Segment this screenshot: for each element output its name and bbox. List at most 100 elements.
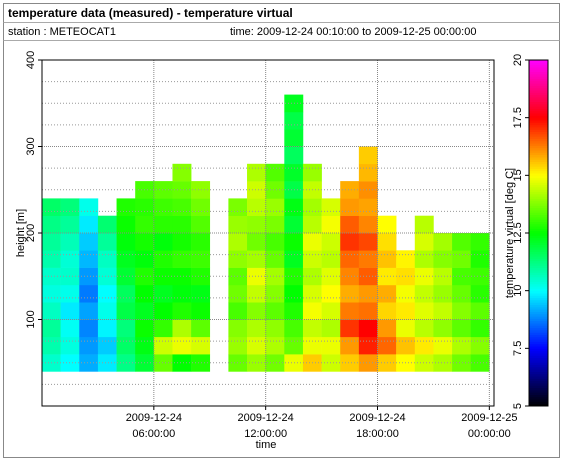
colorbar-segment xyxy=(529,244,548,248)
colorbar-segment xyxy=(529,60,548,63)
colorbar-segment xyxy=(529,369,548,372)
colorbar-segment xyxy=(529,258,548,262)
heat-cell xyxy=(414,302,434,320)
heat-cell xyxy=(172,198,192,216)
heat-cell xyxy=(135,319,155,338)
heat-cell xyxy=(265,250,285,268)
y-axis-label: height [m] xyxy=(15,209,27,257)
colorbar-segment xyxy=(529,80,548,84)
colorbar-segment xyxy=(529,297,548,301)
heat-cell xyxy=(470,336,490,355)
heat-cell xyxy=(302,284,322,303)
heat-cell xyxy=(414,233,434,251)
heat-cell xyxy=(284,146,304,165)
colorbar-segment xyxy=(529,387,548,391)
heat-cell xyxy=(42,215,61,234)
heat-cell xyxy=(414,267,434,286)
heat-cell xyxy=(321,215,341,234)
heat-cell xyxy=(172,215,192,234)
colorbar-segment xyxy=(529,145,548,149)
colorbar-segment xyxy=(529,382,548,386)
colorbar-segment xyxy=(529,221,548,225)
heat-cell xyxy=(60,354,80,372)
heat-cell xyxy=(116,319,136,338)
colorbar-segment xyxy=(529,101,548,105)
heat-cell xyxy=(433,267,453,286)
colorbar-segment xyxy=(529,371,548,375)
colorbar-segment xyxy=(529,376,548,379)
heat-cell xyxy=(377,267,397,286)
colorbar-segment xyxy=(529,170,548,174)
heat-cell xyxy=(340,284,360,303)
colorbar-segment xyxy=(529,394,548,398)
heat-cell xyxy=(321,198,341,216)
heat-cell xyxy=(135,233,155,251)
colorbar-segment xyxy=(529,380,548,384)
heat-cell xyxy=(414,336,434,355)
heat-cell xyxy=(265,284,285,303)
colorbar-segment xyxy=(529,209,548,213)
heat-cell xyxy=(377,302,397,320)
colorbar-segment xyxy=(529,249,548,252)
heat-cell xyxy=(247,198,266,216)
heat-cell xyxy=(340,181,360,199)
heat-cell xyxy=(191,319,211,338)
heat-cell xyxy=(302,233,322,251)
heat-cell xyxy=(135,250,155,268)
heat-cell xyxy=(302,198,322,216)
heat-cell xyxy=(60,233,80,251)
heat-cell xyxy=(42,233,61,251)
heat-cell xyxy=(97,336,117,355)
time-range: time: 2009-12-24 00:10:00 to 2009-12-25 … xyxy=(230,26,476,38)
heat-cell xyxy=(321,267,341,286)
heat-cell xyxy=(433,336,453,355)
colorbar-segment xyxy=(529,389,548,393)
colorbar-segment xyxy=(529,385,548,389)
colorbar-segment xyxy=(529,276,548,280)
colorbar-segment xyxy=(529,299,548,303)
colorbar-segment xyxy=(529,230,548,234)
heat-cell xyxy=(358,181,378,199)
colorbar-segment xyxy=(529,154,548,158)
colorbar-tick-label: 12.5 xyxy=(512,222,524,243)
heat-cell xyxy=(228,319,248,338)
colorbar-segment xyxy=(529,212,548,216)
heat-cell xyxy=(153,215,173,234)
colorbar-segment xyxy=(529,113,548,116)
colorbar-segment xyxy=(529,359,548,363)
colorbar-segment xyxy=(529,272,548,276)
heat-cell xyxy=(97,267,117,286)
colorbar-segment xyxy=(529,346,548,349)
x-tick-label: 2009-12-24 12:00:00 xyxy=(238,412,294,440)
heat-cell xyxy=(265,215,285,234)
colorbar-segment xyxy=(529,193,548,197)
heat-cell xyxy=(79,354,99,372)
colorbar-segment xyxy=(529,143,548,146)
heat-cell xyxy=(470,284,490,303)
heat-cell xyxy=(284,233,304,251)
heat-cell xyxy=(135,215,155,234)
heat-cell xyxy=(60,198,80,216)
heat-cell xyxy=(358,198,378,216)
colorbar-segment xyxy=(529,126,548,130)
heat-cell xyxy=(396,319,416,338)
heat-cell xyxy=(396,284,416,303)
heat-cell xyxy=(265,336,285,355)
x-tick-label: 2009-12-24 06:00:00 xyxy=(126,412,182,440)
colorbar-segment xyxy=(529,239,548,243)
heat-cell xyxy=(228,215,248,234)
heat-cell xyxy=(321,284,341,303)
colorbar-segment xyxy=(529,64,548,68)
station: station : METEOCAT1 xyxy=(8,26,116,38)
colorbar-segment xyxy=(529,320,548,324)
heat-cell xyxy=(433,250,453,268)
colorbar-segment xyxy=(529,207,548,211)
colorbar-segment xyxy=(529,396,548,400)
heat-cell xyxy=(247,284,266,303)
heat-cell xyxy=(358,146,378,165)
heat-cell xyxy=(79,336,99,355)
heat-cell xyxy=(265,198,285,216)
y-tick-label: 300 xyxy=(25,137,37,155)
colorbar-segment xyxy=(529,316,548,319)
colorbar-segment xyxy=(529,76,548,79)
